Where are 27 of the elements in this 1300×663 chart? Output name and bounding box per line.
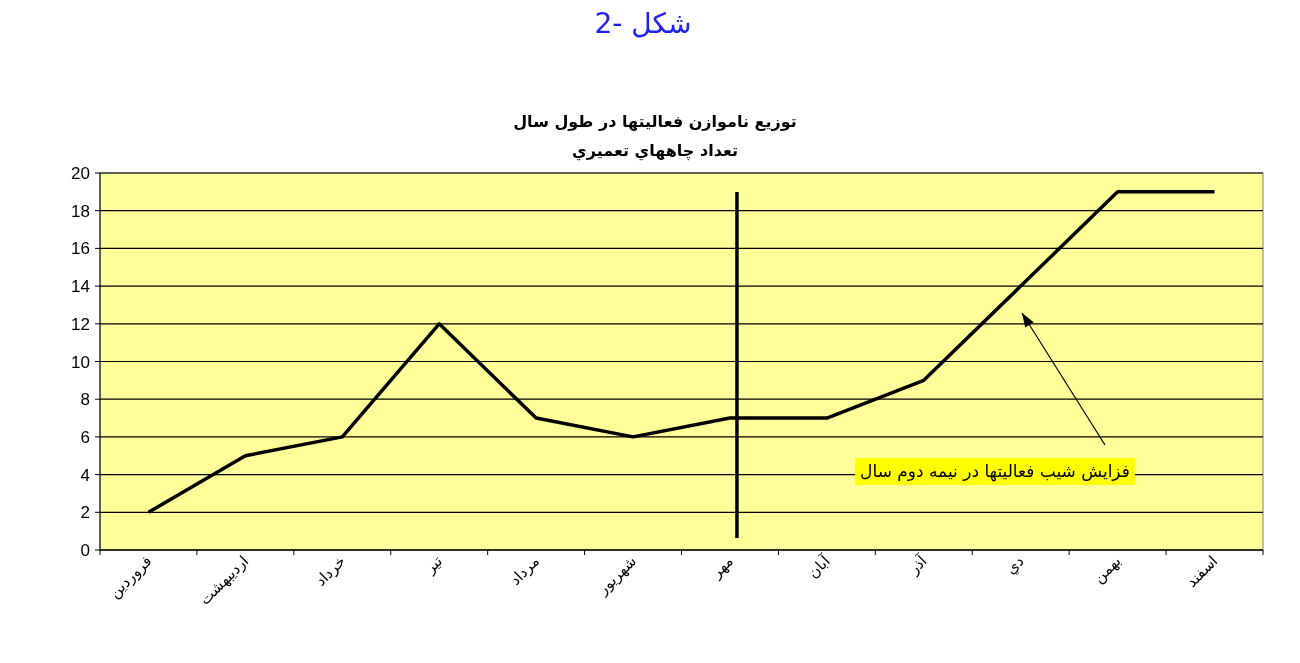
y-tick-label: 10 [71, 352, 90, 372]
text: شكل -2 [594, 7, 692, 40]
chart-subtitle: تعداد چاههاي تعميري [572, 141, 738, 161]
chart-title: توزيع ناموازن فعاليتها در طول سال [513, 112, 797, 131]
x-tick-label: شهريور [593, 552, 640, 599]
x-tick-label: دي [1001, 552, 1029, 579]
y-tick-label: 8 [80, 390, 90, 410]
y-tick-label: 14 [71, 277, 90, 297]
x-tick-label: بهمن [1089, 552, 1125, 587]
x-tick-label: آذر [904, 551, 932, 579]
x-tick-label: ارديبهشت [195, 552, 253, 609]
x-tick-label: مرداد [506, 552, 543, 589]
y-tick-label: 6 [80, 427, 90, 447]
y-tick-label: 2 [80, 503, 90, 523]
y-tick-label: 0 [80, 541, 90, 560]
y-tick-label: 18 [71, 201, 90, 221]
x-tick-label: خرداد [311, 552, 350, 590]
y-tick-label: 4 [80, 465, 90, 485]
y-tick-label: 16 [71, 239, 90, 259]
y-tick-label: 20 [71, 164, 90, 183]
x-tick-label: آبان [804, 551, 835, 582]
x-tick-label: مهر [706, 552, 737, 582]
y-tick-label: 12 [71, 314, 90, 334]
x-tick-label: اسفند [1182, 552, 1222, 591]
x-tick-label: فروردين [105, 552, 156, 602]
annotation: فزايش شيب فعاليتها در نيمه دوم سال [860, 461, 1130, 482]
x-tick-label: تير [420, 552, 447, 578]
